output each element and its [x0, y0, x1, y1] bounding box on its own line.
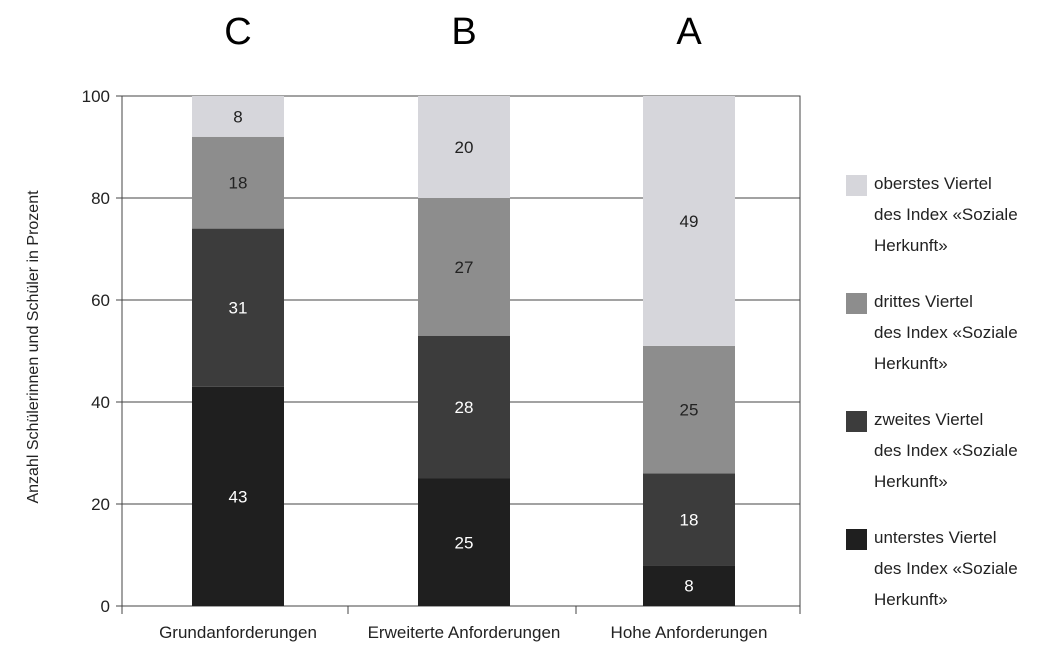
column-letter: B [451, 11, 476, 53]
data-label: 31 [229, 299, 248, 318]
data-label: 27 [455, 258, 474, 277]
data-label: 25 [680, 401, 699, 420]
data-label: 43 [229, 487, 248, 506]
bar-segment [192, 96, 284, 137]
y-tick-label: 0 [101, 597, 110, 616]
bar-segment [418, 96, 510, 198]
data-label: 18 [680, 510, 699, 529]
y-tick-label: 60 [91, 291, 110, 310]
legend: oberstes Viertel des Index «Soziale Herk… [846, 168, 1046, 640]
legend-label: drittes Viertel des Index «Soziale Herku… [874, 292, 1018, 373]
bar-segment [418, 335, 510, 479]
legend-swatch [846, 293, 867, 314]
bar-segment [643, 473, 735, 566]
x-tick-label: Hohe Anforderungen [611, 623, 768, 642]
legend-swatch [846, 411, 867, 432]
x-tick-label: Erweiterte Anforderungen [368, 623, 561, 642]
legend-label: zweites Viertel des Index «Soziale Herku… [874, 410, 1018, 491]
bar-segment [418, 478, 510, 606]
bar-segment [643, 345, 735, 474]
legend-label: oberstes Viertel des Index «Soziale Herk… [874, 174, 1018, 255]
legend-swatch [846, 175, 867, 196]
y-axis-label: Anzahl Schülerinnen und Schüler in Proze… [25, 190, 42, 504]
y-tick-label: 100 [82, 87, 110, 106]
bar-segment [418, 198, 510, 336]
legend-swatch [846, 529, 867, 550]
data-label: 20 [455, 138, 474, 157]
y-tick-label: 20 [91, 495, 110, 514]
legend-item: unterstes Viertel des Index «Soziale Her… [846, 522, 1046, 615]
legend-item: zweites Viertel des Index «Soziale Herku… [846, 404, 1046, 497]
legend-label: unterstes Viertel des Index «Soziale Her… [874, 528, 1018, 609]
column-letter: A [676, 11, 702, 53]
legend-item: oberstes Viertel des Index «Soziale Herk… [846, 168, 1046, 261]
data-label: 25 [455, 533, 474, 552]
bar-segment [192, 386, 284, 606]
data-label: 18 [229, 174, 248, 193]
column-letter: C [224, 11, 251, 53]
x-tick-label: Grundanforderungen [159, 623, 317, 642]
bar-segment [192, 136, 284, 229]
data-label: 28 [455, 398, 474, 417]
bar-segment [643, 96, 735, 346]
legend-item: drittes Viertel des Index «Soziale Herku… [846, 286, 1046, 379]
data-label: 8 [684, 577, 693, 596]
data-label: 49 [680, 212, 699, 231]
y-tick-label: 80 [91, 189, 110, 208]
bar-segment [192, 228, 284, 387]
y-tick-label: 40 [91, 393, 110, 412]
data-label: 8 [233, 107, 242, 126]
bar-segment [643, 565, 735, 606]
